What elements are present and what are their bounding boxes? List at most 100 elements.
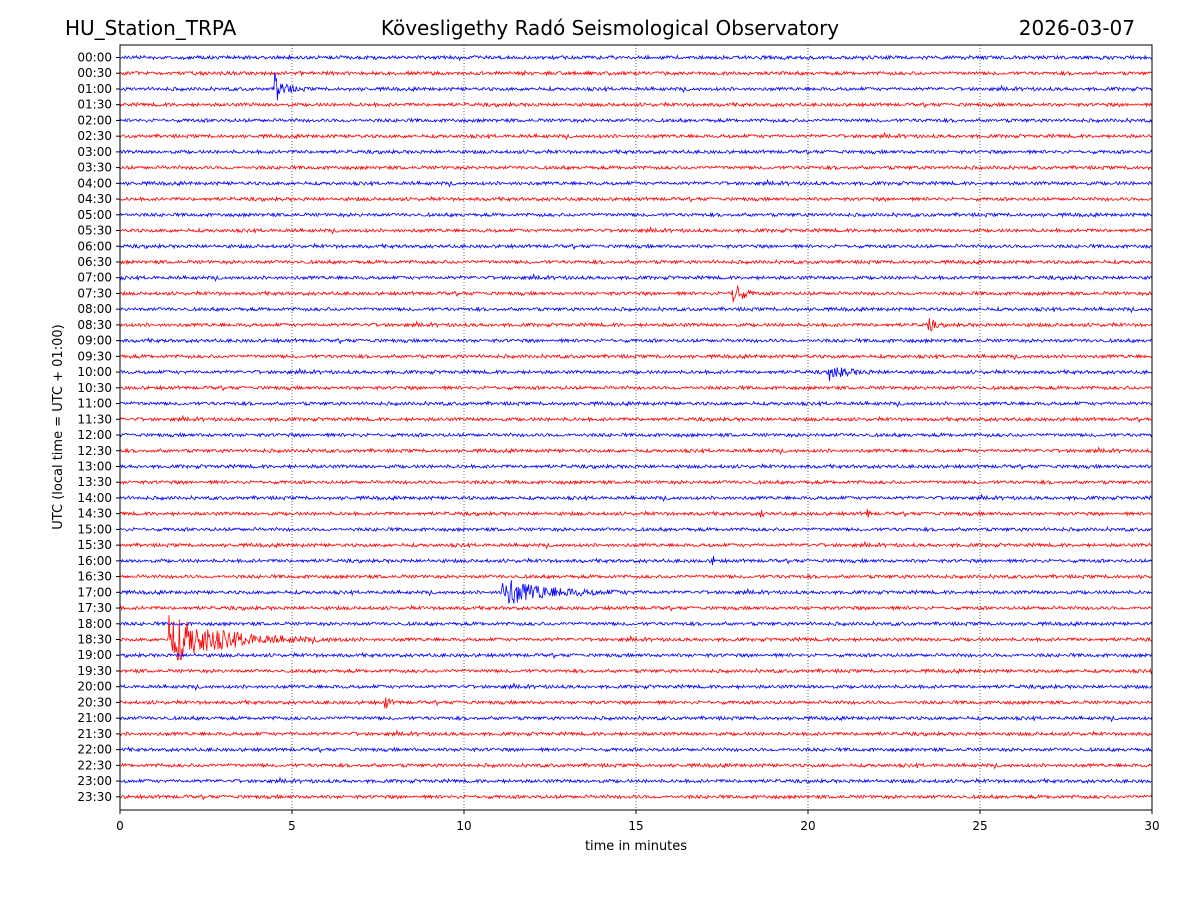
trace-1900 — [119, 651, 1153, 659]
trace-2030 — [119, 697, 1153, 709]
trace-0400 — [119, 178, 1153, 188]
y-tick-label: 17:30 — [77, 601, 112, 615]
trace-1230 — [119, 446, 1153, 455]
trace-2230 — [119, 762, 1153, 770]
y-tick-label: 12:00 — [77, 428, 112, 442]
y-tick-label: 03:00 — [77, 145, 112, 159]
y-tick-label: 01:30 — [77, 98, 112, 112]
trace-2300 — [119, 776, 1153, 785]
y-tick-label: 22:00 — [77, 743, 112, 757]
trace-1830 — [119, 615, 1153, 661]
y-tick-label: 04:00 — [77, 176, 112, 190]
y-tick-label: 10:30 — [77, 381, 112, 395]
trace-0430 — [119, 195, 1153, 203]
trace-0530 — [119, 225, 1153, 235]
y-axis-label: UTC (local time = UTC + 01:00) — [51, 324, 66, 529]
y-tick-label: 21:00 — [77, 711, 112, 725]
trace-0500 — [119, 211, 1153, 219]
x-tick-label: 10 — [456, 819, 471, 833]
trace-1500 — [119, 526, 1153, 533]
trace-1630 — [119, 573, 1153, 580]
trace-1400 — [119, 493, 1153, 503]
trace-1930 — [119, 667, 1153, 675]
trace-1200 — [119, 431, 1153, 439]
trace-0730 — [119, 284, 1153, 303]
trace-0630 — [119, 258, 1153, 266]
y-tick-label: 12:30 — [77, 444, 112, 458]
trace-1130 — [119, 414, 1153, 423]
chart-title: Kövesligethy Radó Seismological Observat… — [381, 16, 839, 40]
y-tick-label: 23:00 — [77, 774, 112, 788]
trace-2130 — [119, 729, 1153, 738]
y-tick-label: 02:00 — [77, 113, 112, 127]
y-tick-label: 13:30 — [77, 475, 112, 489]
y-tick-label: 15:30 — [77, 538, 112, 552]
y-tick-label: 13:00 — [77, 459, 112, 473]
y-tick-label: 05:00 — [77, 208, 112, 222]
y-tick-label: 18:00 — [77, 617, 112, 631]
y-tick-label: 15:00 — [77, 522, 112, 536]
y-tick-label: 21:30 — [77, 727, 112, 741]
trace-1600 — [119, 556, 1153, 566]
y-tick-label: 14:30 — [77, 507, 112, 521]
y-tick-label: 05:30 — [77, 224, 112, 238]
y-tick-label: 06:30 — [77, 255, 112, 269]
trace-1430 — [119, 509, 1153, 518]
trace-1700 — [119, 580, 1153, 604]
y-tick-label: 18:30 — [77, 633, 112, 647]
trace-1030 — [119, 384, 1153, 392]
y-tick-label: 09:00 — [77, 334, 112, 348]
y-tick-label: 03:30 — [77, 161, 112, 175]
trace-0200 — [119, 117, 1153, 124]
plot-area — [120, 45, 1152, 810]
trace-1800 — [119, 620, 1153, 628]
trace-1100 — [119, 400, 1153, 408]
y-tick-label: 11:30 — [77, 412, 112, 426]
trace-0330 — [119, 164, 1153, 171]
x-axis-ticks: 0 5 10 15 20 25 30 — [116, 810, 1160, 833]
trace-1000 — [119, 367, 1153, 381]
y-tick-label: 16:30 — [77, 570, 112, 584]
y-tick-label: 20:00 — [77, 680, 112, 694]
trace-0900 — [119, 337, 1153, 345]
y-tick-label: 20:30 — [77, 695, 112, 709]
y-tick-label: 00:00 — [77, 51, 112, 65]
trace-2100 — [119, 714, 1153, 723]
trace-0000 — [119, 54, 1153, 62]
y-tick-label: 16:00 — [77, 554, 112, 568]
trace-0700 — [119, 273, 1153, 282]
y-tick-label: 04:30 — [77, 192, 112, 206]
trace-0300 — [119, 148, 1153, 156]
y-tick-label: 22:30 — [77, 758, 112, 772]
x-tick-label: 0 — [116, 819, 124, 833]
trace-1330 — [119, 479, 1153, 486]
y-tick-label: 14:00 — [77, 491, 112, 505]
seismogram-traces — [119, 54, 1153, 801]
x-tick-label: 25 — [972, 819, 987, 833]
y-tick-label: 01:00 — [77, 82, 112, 96]
x-axis-label: time in minutes — [585, 839, 687, 854]
trace-0600 — [119, 242, 1153, 250]
x-tick-label: 5 — [288, 819, 296, 833]
x-tick-label: 20 — [800, 819, 815, 833]
trace-2000 — [119, 682, 1153, 691]
y-tick-label: 07:30 — [77, 286, 112, 300]
trace-0100 — [119, 71, 1153, 101]
y-tick-label: 08:00 — [77, 302, 112, 316]
trace-0130 — [119, 101, 1153, 109]
y-tick-label: 02:30 — [77, 129, 112, 143]
trace-2200 — [119, 746, 1153, 754]
y-tick-label: 19:30 — [77, 664, 112, 678]
trace-1300 — [119, 463, 1153, 471]
y-tick-label: 17:00 — [77, 585, 112, 599]
trace-0830 — [119, 318, 1153, 332]
y-tick-label: 10:00 — [77, 365, 112, 379]
y-tick-label: 23:30 — [77, 790, 112, 804]
trace-0030 — [119, 69, 1153, 77]
y-tick-label: 07:00 — [77, 271, 112, 285]
y-tick-label: 11:00 — [77, 397, 112, 411]
trace-0930 — [119, 352, 1152, 361]
x-tick-label: 15 — [628, 819, 643, 833]
